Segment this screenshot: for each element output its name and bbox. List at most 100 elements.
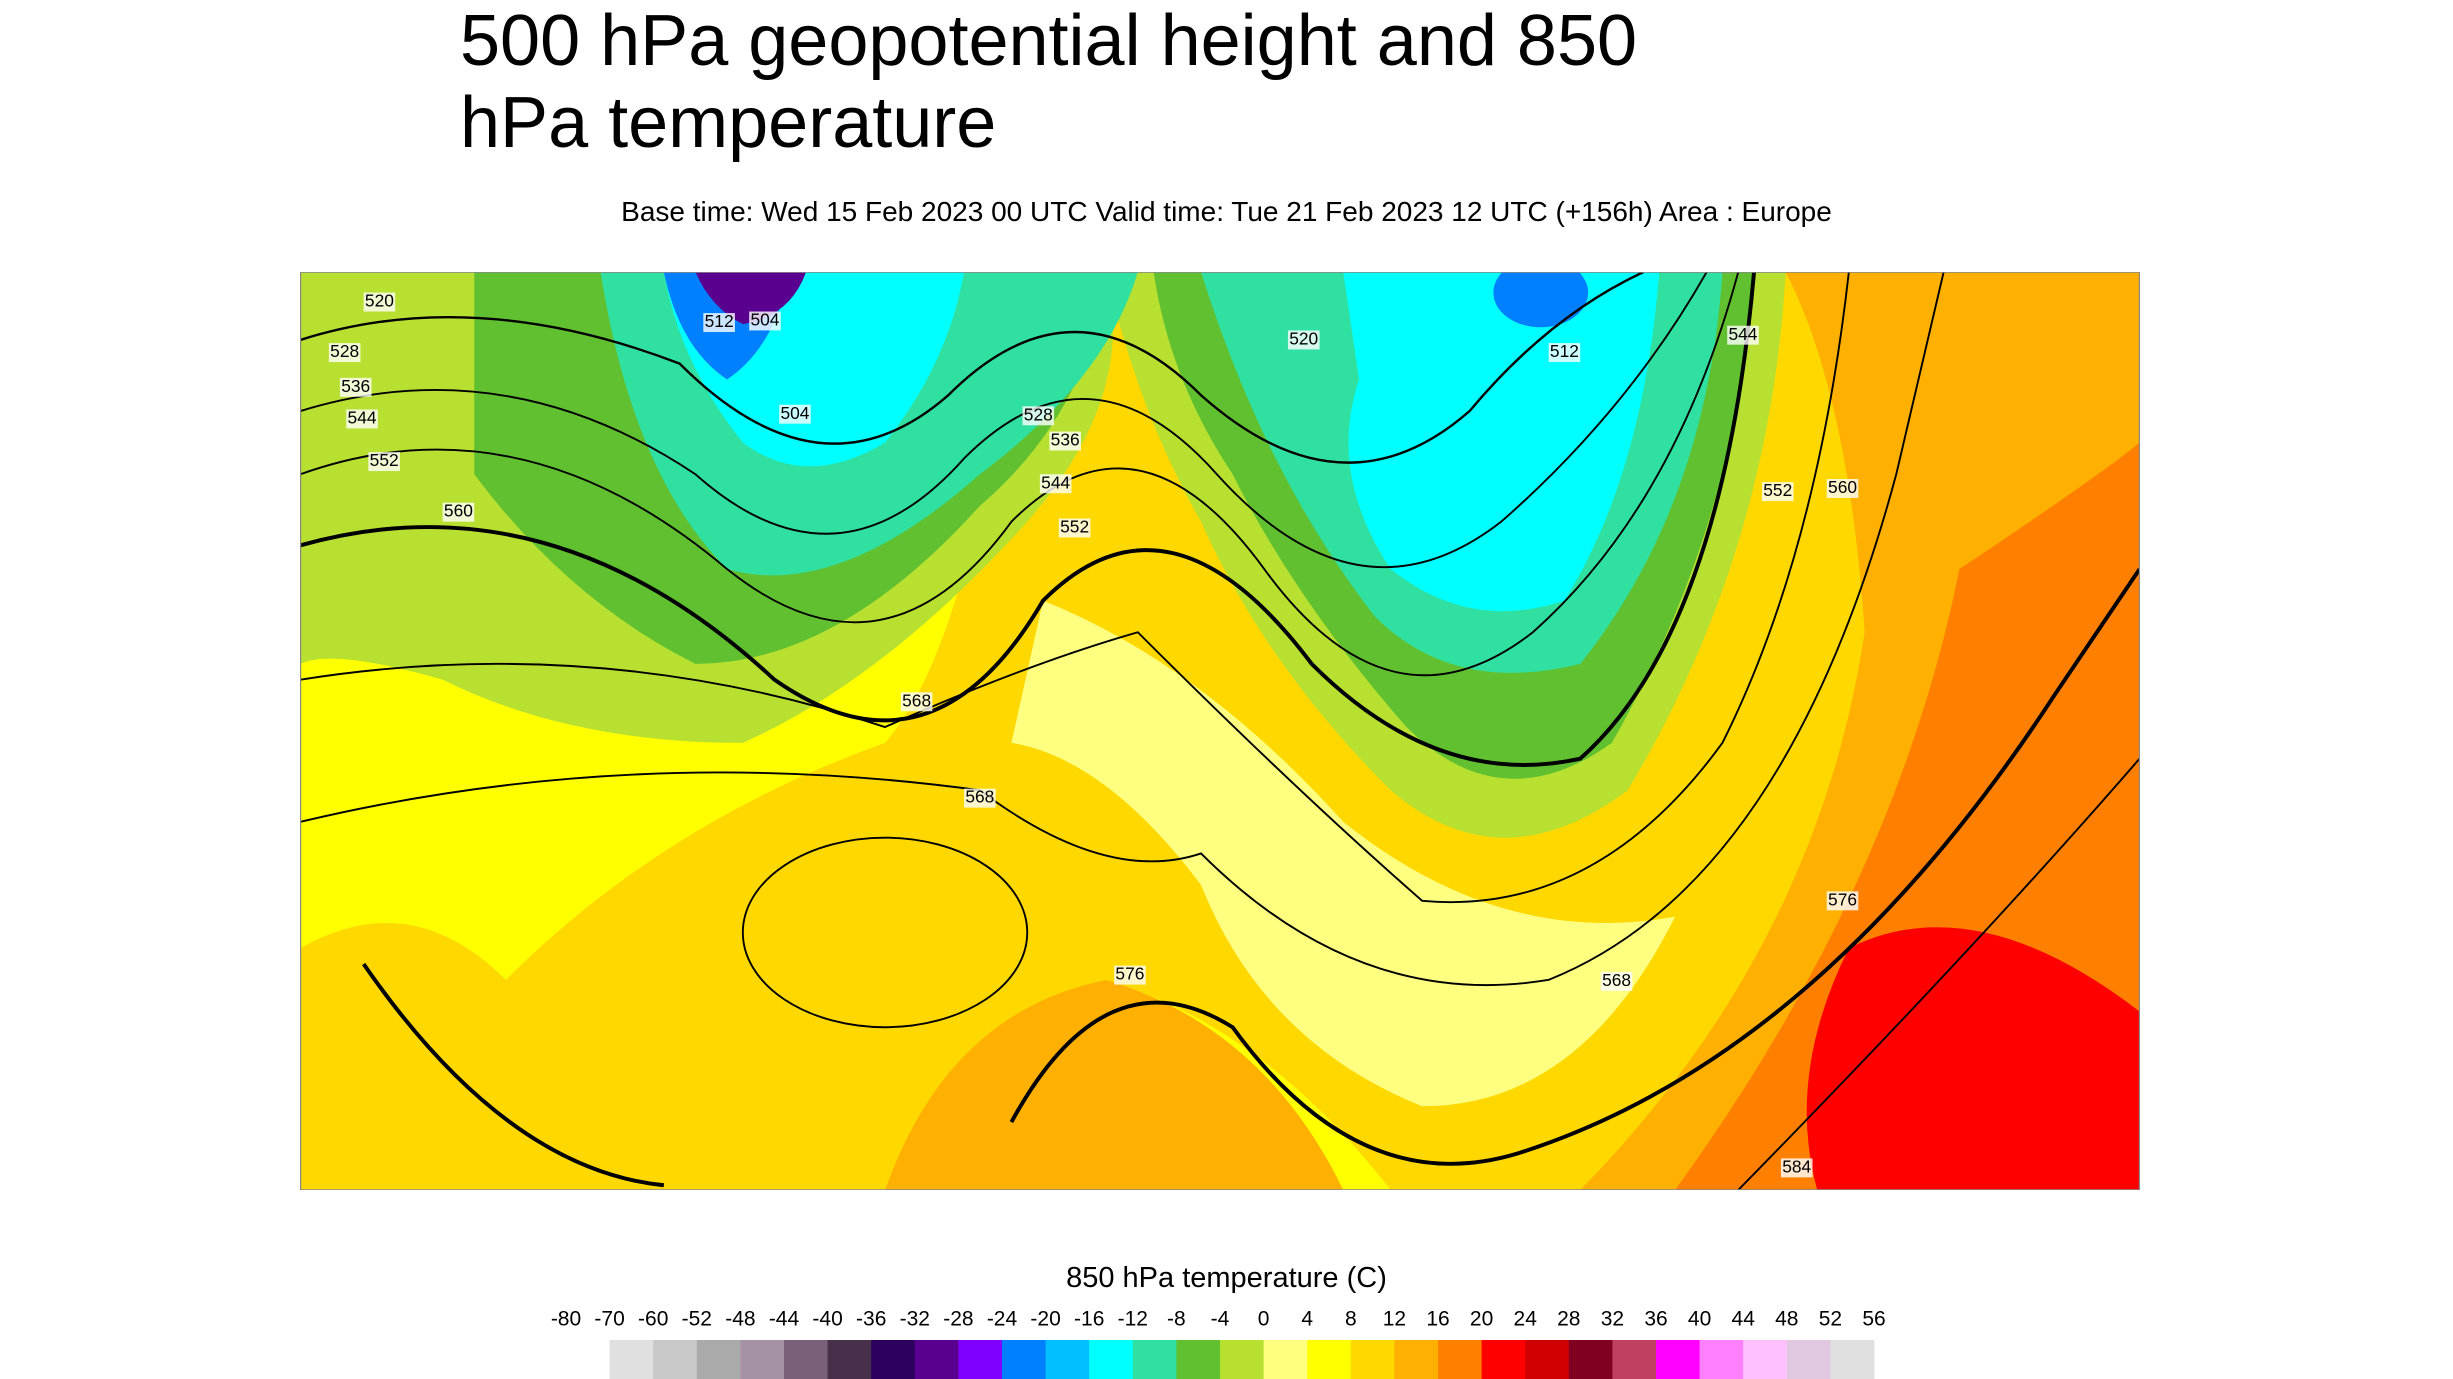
contour-label-bg [1761,482,1794,502]
contour-label-bg [346,409,378,429]
legend-swatch [1002,1340,1047,1379]
contour-label: 560 [444,501,473,521]
contour-label-bg [1287,330,1320,350]
legend-label: -80 [551,1308,581,1331]
legend-label: -24 [987,1308,1018,1331]
legend-label: 40 [1688,1308,1711,1331]
legend-swatch [1656,1340,1701,1379]
legend-swatch [1220,1340,1265,1379]
contour-label-bg [1049,431,1081,451]
contour-label: 544 [348,408,377,428]
legend-swatch [1176,1340,1221,1379]
contour-label-bg [1039,474,1072,494]
legend-label: 24 [1514,1308,1538,1331]
contour-label: 528 [330,341,359,361]
legend-label: 16 [1426,1308,1449,1331]
legend-label: -40 [812,1308,842,1331]
contour-label-bg [1548,343,1581,363]
contour-label-bg [964,788,996,808]
legend-label: -48 [725,1308,755,1331]
legend-label: 44 [1732,1308,1756,1331]
legend-label: -20 [1030,1308,1060,1331]
legend-label: -12 [1118,1308,1148,1331]
contour-label: 552 [370,450,399,470]
legend-swatch [1438,1340,1483,1379]
legend-swatch [1830,1340,1875,1379]
legend-swatch [740,1340,785,1379]
contour-label: 568 [1602,970,1631,990]
contour-label: 520 [365,291,394,311]
legend-label: 48 [1775,1308,1798,1331]
contour-label-bg [1727,325,1759,345]
legend-swatch [1786,1340,1831,1379]
legend-label: 4 [1301,1308,1313,1331]
colorbar: -80 -70 -60 -52 -48 -44 -40 -36 -32 -28 -24 -20 -16-… [551,1308,1886,1379]
legend-swatch [1612,1340,1657,1379]
legend-label: 36 [1644,1308,1667,1331]
contour-label: 552 [1763,480,1792,500]
legend-label: 20 [1470,1308,1493,1331]
contour-label: 552 [1060,517,1089,537]
legend-label: -8 [1167,1308,1186,1331]
contour-label: 504 [780,403,809,423]
legend-swatch [1481,1340,1526,1379]
legend-label: -28 [943,1308,973,1331]
legend-swatch [1263,1340,1308,1379]
map: 520 528 536 544 552 560 512 504 504 528 536 544 552 5… [300,272,2140,1190]
contour-label-bg [363,292,396,312]
very-cold-area [695,272,807,325]
contour-label: 560 [1828,477,1857,497]
legend-label: 52 [1819,1308,1842,1331]
legend-swatch [1699,1340,1744,1379]
contour-label-bg [339,377,372,397]
legend-title: 850 hPa temperature (C) [1066,1262,1387,1294]
legend-swatch [653,1340,698,1379]
legend-swatch [1394,1340,1439,1379]
legend-label: 0 [1258,1308,1270,1331]
legend-label: -4 [1211,1308,1230,1331]
legend-label: -60 [638,1308,668,1331]
contour-label: 528 [1024,404,1053,424]
contour-label: 584 [1782,1156,1811,1176]
contour-label: 576 [1115,964,1144,984]
contour-label: 576 [1828,889,1857,909]
mild-area [1011,600,1676,1107]
contour-label: 512 [705,311,734,331]
legend-swatch [1045,1340,1090,1379]
legend-swatch [871,1340,916,1379]
legend-swatch [784,1340,829,1379]
contour-label: 512 [1550,341,1579,361]
contour-label: 544 [1041,472,1070,492]
legend-label: 28 [1557,1308,1580,1331]
legend-swatch [696,1340,741,1379]
contour-label: 568 [902,690,931,710]
contours [300,272,2140,1190]
legend-label: -36 [856,1308,886,1331]
legend-label: -32 [900,1308,930,1331]
legend-swatch [1307,1340,1352,1379]
contour-label-bg [328,343,361,363]
legend-label: 56 [1862,1308,1885,1331]
contour-label: 504 [750,310,779,330]
contour-label-bg [368,452,400,472]
legend-label: 32 [1601,1308,1624,1331]
subtitle: Base time: Wed 15 Feb 2023 00 UTC Valid … [621,196,1832,227]
legend-swatch [609,1340,654,1379]
legend-swatch [1132,1340,1177,1379]
contour-label: 568 [965,787,994,807]
legend-swatch [1350,1340,1395,1379]
hot-area [1806,927,2140,1190]
legend-swatch [827,1340,872,1379]
legend-label: -52 [682,1308,712,1331]
contour-label-bg [1022,406,1055,426]
legend-swatch [958,1340,1003,1379]
legend-swatch [1743,1340,1788,1379]
legend-swatch [1568,1340,1613,1379]
contour-label-bg [1826,891,1859,911]
contour-label: 544 [1728,324,1757,344]
warm-area [885,979,1344,1190]
contour-label: 536 [1051,430,1080,450]
contour-label-bg [1114,965,1146,985]
legend-label: -44 [769,1308,800,1331]
